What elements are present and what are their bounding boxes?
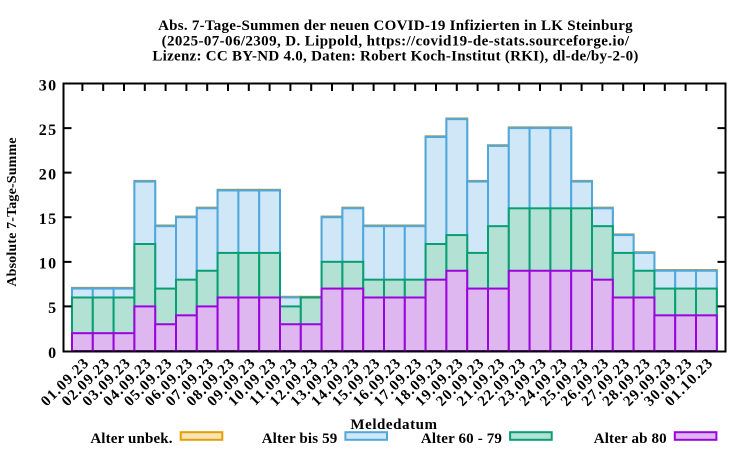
svg-text:Alter 60 - 79: Alter 60 - 79 bbox=[421, 431, 502, 447]
svg-text:Alter unbek.: Alter unbek. bbox=[90, 431, 172, 447]
svg-text:Absolute 7-Tage-Summe: Absolute 7-Tage-Summe bbox=[5, 137, 20, 286]
svg-text:Alter bis 59: Alter bis 59 bbox=[262, 431, 338, 447]
svg-text:Abs. 7-Tage-Summen der neuen C: Abs. 7-Tage-Summen der neuen COVID-19 In… bbox=[158, 18, 633, 34]
svg-text:0: 0 bbox=[48, 345, 57, 362]
svg-text:15: 15 bbox=[39, 211, 58, 228]
svg-text:10: 10 bbox=[39, 256, 58, 273]
svg-text:Lizenz: CC BY-ND 4.0, Daten: R: Lizenz: CC BY-ND 4.0, Daten: Robert Koch… bbox=[152, 49, 638, 65]
svg-text:Alter ab 80: Alter ab 80 bbox=[594, 431, 667, 447]
svg-text:30: 30 bbox=[39, 77, 58, 94]
svg-text:20: 20 bbox=[39, 166, 58, 183]
svg-text:25: 25 bbox=[39, 122, 58, 139]
svg-text:Meldedatum: Meldedatum bbox=[350, 417, 437, 433]
svg-text:5: 5 bbox=[48, 300, 57, 317]
svg-text:(2025-07-06/2309, D. Lippold,: (2025-07-06/2309, D. Lippold, https://co… bbox=[162, 33, 630, 49]
